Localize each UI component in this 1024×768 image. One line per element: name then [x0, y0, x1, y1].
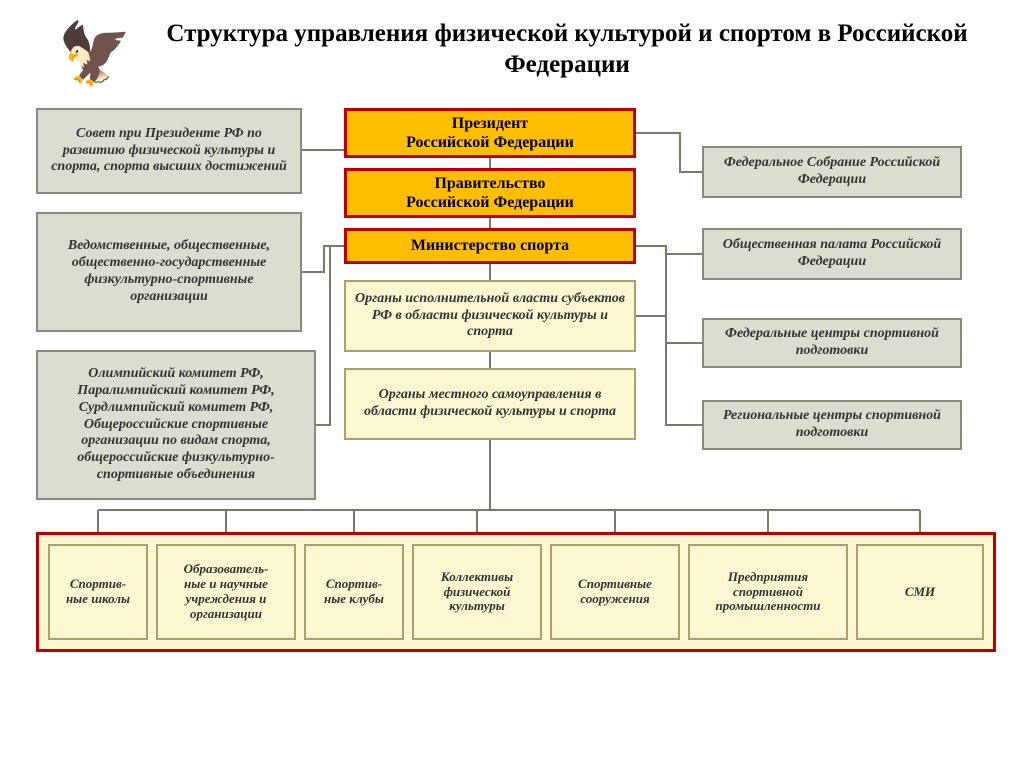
right-box-1: Общественная палата Российской Федерации	[702, 228, 962, 280]
bottom-box-2: Спортив- ные клубы	[304, 544, 404, 640]
center-orange-0: Президент Российской Федерации	[344, 108, 636, 158]
left-box-2: Олимпийский комитет РФ, Паралимпийский к…	[36, 350, 316, 500]
emblem-icon: 🦅	[50, 8, 140, 98]
left-box-1: Ведомственные, общественные, общественно…	[36, 212, 302, 332]
bottom-box-1: Образователь- ные и научные учреждения и…	[156, 544, 296, 640]
center-beige-1: Органы местного самоуправления в области…	[344, 368, 636, 440]
center-beige-0: Органы исполнительной власти субъектов Р…	[344, 280, 636, 352]
bottom-box-4: Спортивные сооружения	[550, 544, 680, 640]
center-orange-2: Министерство спорта	[344, 228, 636, 264]
right-box-2: Федеральные центры спортивной подготовки	[702, 318, 962, 368]
bottom-box-0: Спортив- ные школы	[48, 544, 148, 640]
bottom-box-6: СМИ	[856, 544, 984, 640]
bottom-box-5: Предприятия спортивной промышленности	[688, 544, 848, 640]
right-box-0: Федеральное Собрание Российской Федераци…	[702, 146, 962, 198]
left-box-0: Совет при Президенте РФ по развитию физи…	[36, 108, 302, 194]
bottom-box-3: Коллективы физической культуры	[412, 544, 542, 640]
right-box-3: Региональные центры спортивной подготовк…	[702, 400, 962, 450]
page-title: Структура управления физической культуро…	[140, 18, 994, 81]
center-orange-1: Правительство Российской Федерации	[344, 168, 636, 218]
